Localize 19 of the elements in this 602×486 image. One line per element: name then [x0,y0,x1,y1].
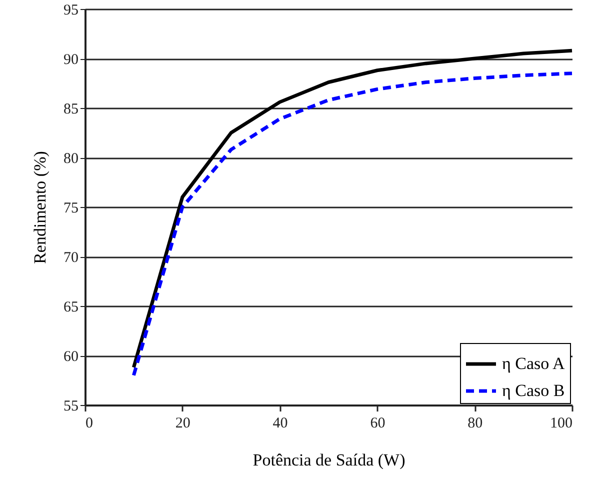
x-tick-label: 60 [370,416,386,432]
y-tick-label: 55 [64,398,78,414]
x-tick-label: 20 [175,416,190,432]
y-tick-label: 80 [64,151,78,167]
legend-label: η Caso A [502,354,566,373]
x-tick-label: 80 [468,416,483,432]
y-tick-label: 70 [64,250,78,266]
legend-label: η Caso B [502,381,565,400]
y-tick-label: 75 [64,200,78,216]
y-tick-label: 90 [64,52,78,68]
y-tick-label: 65 [64,300,78,316]
y-tick-label: 60 [64,349,78,365]
x-axis-title: Potência de Saída (W) [252,450,406,470]
y-tick-label: 95 [64,2,78,18]
y-tick-label: 85 [64,102,78,118]
x-tick-label: 40 [272,416,288,432]
y-axis-title: Rendimento (%) [30,151,50,264]
x-tick-label: 0 [86,416,93,432]
x-tick-label: 100 [550,416,572,432]
